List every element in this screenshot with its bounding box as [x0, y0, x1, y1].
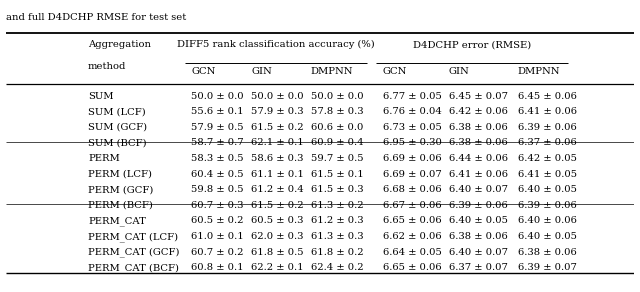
Text: 61.2 ± 0.4: 61.2 ± 0.4	[251, 185, 304, 194]
Text: 6.42 ± 0.05: 6.42 ± 0.05	[518, 154, 577, 163]
Text: 60.6 ± 0.0: 60.6 ± 0.0	[310, 123, 363, 132]
Text: 6.45 ± 0.06: 6.45 ± 0.06	[518, 92, 577, 101]
Text: 59.7 ± 0.5: 59.7 ± 0.5	[310, 154, 364, 163]
Text: SUM: SUM	[88, 92, 113, 101]
Text: 6.41 ± 0.06: 6.41 ± 0.06	[518, 107, 577, 116]
Text: 6.64 ± 0.05: 6.64 ± 0.05	[383, 248, 442, 257]
Text: 62.0 ± 0.3: 62.0 ± 0.3	[251, 232, 303, 241]
Text: 6.39 ± 0.06: 6.39 ± 0.06	[518, 123, 576, 132]
Text: 59.8 ± 0.5: 59.8 ± 0.5	[191, 185, 244, 194]
Text: 6.40 ± 0.05: 6.40 ± 0.05	[449, 216, 508, 225]
Text: 6.40 ± 0.05: 6.40 ± 0.05	[518, 232, 577, 241]
Text: 6.69 ± 0.07: 6.69 ± 0.07	[383, 170, 442, 179]
Text: 6.38 ± 0.06: 6.38 ± 0.06	[449, 232, 508, 241]
Text: 6.95 ± 0.30: 6.95 ± 0.30	[383, 138, 442, 147]
Text: PERM_CAT (GCF): PERM_CAT (GCF)	[88, 248, 179, 258]
Text: PERM: PERM	[88, 154, 120, 163]
Text: 6.77 ± 0.05: 6.77 ± 0.05	[383, 92, 442, 101]
Text: 50.0 ± 0.0: 50.0 ± 0.0	[310, 92, 364, 101]
Text: 60.5 ± 0.2: 60.5 ± 0.2	[191, 216, 244, 225]
Text: DMPNN: DMPNN	[518, 67, 560, 76]
Text: 6.65 ± 0.06: 6.65 ± 0.06	[383, 216, 442, 225]
Text: 61.3 ± 0.3: 61.3 ± 0.3	[310, 232, 364, 241]
Text: 60.8 ± 0.1: 60.8 ± 0.1	[191, 263, 244, 272]
Text: 57.9 ± 0.3: 57.9 ± 0.3	[251, 107, 303, 116]
Text: SUM (LCF): SUM (LCF)	[88, 107, 146, 116]
Text: 6.39 ± 0.06: 6.39 ± 0.06	[518, 201, 576, 210]
Text: 62.1 ± 0.1: 62.1 ± 0.1	[251, 138, 304, 147]
Text: 6.38 ± 0.06: 6.38 ± 0.06	[449, 123, 508, 132]
Text: 6.40 ± 0.06: 6.40 ± 0.06	[518, 216, 577, 225]
Text: and full D4DCHP RMSE for test set: and full D4DCHP RMSE for test set	[6, 13, 187, 22]
Text: 62.2 ± 0.1: 62.2 ± 0.1	[251, 263, 303, 272]
Text: 57.9 ± 0.5: 57.9 ± 0.5	[191, 123, 244, 132]
Text: 6.44 ± 0.06: 6.44 ± 0.06	[449, 154, 508, 163]
Text: 60.9 ± 0.4: 60.9 ± 0.4	[310, 138, 364, 147]
Text: D4DCHP error (RMSE): D4DCHP error (RMSE)	[413, 40, 531, 49]
Text: 60.7 ± 0.2: 60.7 ± 0.2	[191, 248, 244, 257]
Text: 58.6 ± 0.3: 58.6 ± 0.3	[251, 154, 303, 163]
Text: 60.7 ± 0.3: 60.7 ± 0.3	[191, 201, 244, 210]
Text: PERM_CAT (BCF): PERM_CAT (BCF)	[88, 263, 179, 273]
Text: PERM_CAT: PERM_CAT	[88, 216, 146, 226]
Text: 6.40 ± 0.05: 6.40 ± 0.05	[518, 185, 577, 194]
Text: 61.2 ± 0.3: 61.2 ± 0.3	[310, 216, 364, 225]
Text: PERM (GCF): PERM (GCF)	[88, 185, 154, 194]
Text: SUM (BCF): SUM (BCF)	[88, 138, 147, 147]
Text: 50.0 ± 0.0: 50.0 ± 0.0	[251, 92, 303, 101]
Text: GCN: GCN	[383, 67, 407, 76]
Text: 61.0 ± 0.1: 61.0 ± 0.1	[191, 232, 244, 241]
Text: PERM (LCF): PERM (LCF)	[88, 170, 152, 179]
Text: 6.39 ± 0.07: 6.39 ± 0.07	[518, 263, 577, 272]
Text: 58.3 ± 0.5: 58.3 ± 0.5	[191, 154, 244, 163]
Text: 6.37 ± 0.07: 6.37 ± 0.07	[449, 263, 508, 272]
Text: 6.42 ± 0.06: 6.42 ± 0.06	[449, 107, 508, 116]
Text: 6.41 ± 0.05: 6.41 ± 0.05	[518, 170, 577, 179]
Text: method: method	[88, 62, 126, 71]
Text: 6.45 ± 0.07: 6.45 ± 0.07	[449, 92, 508, 101]
Text: 61.5 ± 0.2: 61.5 ± 0.2	[251, 123, 303, 132]
Text: GIN: GIN	[251, 67, 272, 76]
Text: Aggregation: Aggregation	[88, 40, 151, 49]
Text: 6.65 ± 0.06: 6.65 ± 0.06	[383, 263, 442, 272]
Text: PERM_CAT (LCF): PERM_CAT (LCF)	[88, 232, 178, 242]
Text: 50.0 ± 0.0: 50.0 ± 0.0	[191, 92, 244, 101]
Text: 61.5 ± 0.1: 61.5 ± 0.1	[310, 170, 364, 179]
Text: GCN: GCN	[191, 67, 216, 76]
Text: 61.3 ± 0.2: 61.3 ± 0.2	[310, 201, 364, 210]
Text: 6.67 ± 0.06: 6.67 ± 0.06	[383, 201, 442, 210]
Text: PERM (BCF): PERM (BCF)	[88, 201, 153, 210]
Text: 61.1 ± 0.1: 61.1 ± 0.1	[251, 170, 304, 179]
Text: 60.5 ± 0.3: 60.5 ± 0.3	[251, 216, 303, 225]
Text: 58.7 ± 0.7: 58.7 ± 0.7	[191, 138, 244, 147]
Text: 61.5 ± 0.2: 61.5 ± 0.2	[251, 201, 303, 210]
Text: 6.37 ± 0.06: 6.37 ± 0.06	[518, 138, 576, 147]
Text: 6.39 ± 0.06: 6.39 ± 0.06	[449, 201, 508, 210]
Text: 6.76 ± 0.04: 6.76 ± 0.04	[383, 107, 442, 116]
Text: 6.40 ± 0.07: 6.40 ± 0.07	[449, 248, 508, 257]
Text: DIFF5 rank classification accuracy (%): DIFF5 rank classification accuracy (%)	[177, 40, 375, 49]
Text: 61.8 ± 0.5: 61.8 ± 0.5	[251, 248, 303, 257]
Text: 57.8 ± 0.3: 57.8 ± 0.3	[310, 107, 364, 116]
Text: 55.6 ± 0.1: 55.6 ± 0.1	[191, 107, 244, 116]
Text: GIN: GIN	[449, 67, 469, 76]
Text: 6.69 ± 0.06: 6.69 ± 0.06	[383, 154, 442, 163]
Text: 6.62 ± 0.06: 6.62 ± 0.06	[383, 232, 442, 241]
Text: 62.4 ± 0.2: 62.4 ± 0.2	[310, 263, 364, 272]
Text: 60.4 ± 0.5: 60.4 ± 0.5	[191, 170, 244, 179]
Text: SUM (GCF): SUM (GCF)	[88, 123, 147, 132]
Text: 6.73 ± 0.05: 6.73 ± 0.05	[383, 123, 442, 132]
Text: 6.38 ± 0.06: 6.38 ± 0.06	[449, 138, 508, 147]
Text: 6.40 ± 0.07: 6.40 ± 0.07	[449, 185, 508, 194]
Text: DMPNN: DMPNN	[310, 67, 353, 76]
Text: 6.68 ± 0.06: 6.68 ± 0.06	[383, 185, 442, 194]
Text: 61.5 ± 0.3: 61.5 ± 0.3	[310, 185, 364, 194]
Text: 6.38 ± 0.06: 6.38 ± 0.06	[518, 248, 576, 257]
Text: 61.8 ± 0.2: 61.8 ± 0.2	[310, 248, 364, 257]
Text: 6.41 ± 0.06: 6.41 ± 0.06	[449, 170, 508, 179]
